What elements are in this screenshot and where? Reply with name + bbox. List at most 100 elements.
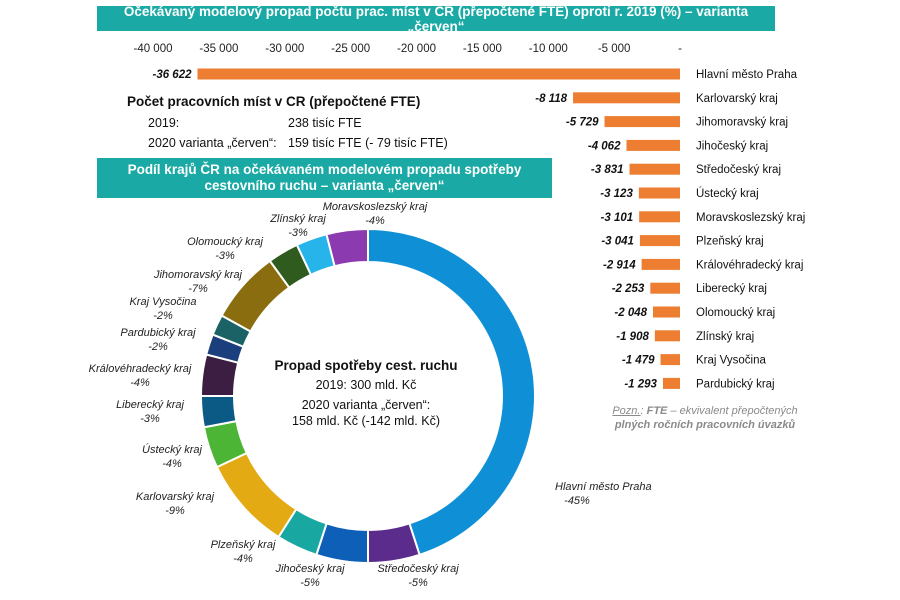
slice-name-label: Hlavní město Praha	[555, 481, 652, 493]
footnote-line2: plných ročních pracovních úvazků	[614, 419, 796, 431]
slice-name-label: Královéhradecký kraj	[89, 363, 192, 375]
bar	[639, 235, 680, 247]
slice-value-label: -2%	[148, 341, 168, 353]
slice-name-label: Zlínský kraj	[269, 213, 326, 225]
slice-name-label: Jihočeský kraj	[274, 563, 345, 575]
donut-center-line3: 158 mld. Kč (-142 mld. Kč)	[292, 414, 440, 428]
x-tick-label: -35 000	[199, 43, 238, 55]
bar-value-label: -36 622	[152, 69, 192, 81]
bar-category-label: Zlínský kraj	[696, 331, 754, 343]
info-box-title: Počet pracovních míst v CR (přepočtené F…	[127, 94, 421, 109]
x-tick-label: -40 000	[133, 43, 172, 55]
bar-value-label: -5 729	[566, 117, 599, 129]
bar	[662, 377, 680, 389]
slice-value-label: -3%	[215, 250, 235, 262]
bar-category-label: Kraj Vysočina	[696, 355, 766, 367]
bar-value-label: -4 062	[588, 140, 621, 152]
slice-value-label: -45%	[564, 495, 590, 507]
bar-value-label: -1 479	[622, 355, 655, 367]
donut-center-line2: 2020 varianta „červen“:	[301, 398, 431, 412]
footnote: Pozn.: FTE – ekvivalent přepočtených pln…	[600, 404, 810, 432]
footnote-term: FTE	[646, 405, 668, 417]
bar-value-label: -1 293	[624, 378, 657, 390]
slice-name-label: Plzeňský kraj	[211, 539, 276, 551]
x-tick-label: -5 000	[598, 43, 631, 55]
bar-category-label: Hlavní město Praha	[696, 69, 798, 81]
bar	[197, 68, 680, 80]
bar-value-label: -2 253	[612, 283, 645, 295]
bar-value-label: -8 118	[535, 93, 567, 105]
bar-category-label: Moravskoslezský kraj	[696, 212, 805, 224]
donut-chart-title: Podíl krajů ČR na očekávaném modelovém p…	[97, 158, 552, 198]
bar	[604, 116, 680, 128]
info-row1-label: 2019:	[148, 116, 180, 130]
bar-value-label: -3 101	[601, 212, 634, 224]
slice-name-label: Olomoucký kraj	[187, 236, 263, 248]
slice-value-label: -7%	[188, 283, 208, 295]
slice-value-label: -3%	[288, 227, 308, 239]
donut-slice	[199, 395, 238, 429]
slice-name-label: Středočeský kraj	[377, 563, 459, 575]
bar	[626, 139, 680, 151]
slice-name-label: Jihomoravský kraj	[153, 269, 243, 281]
bar	[654, 330, 680, 342]
footnote-text: – ekvivalent přepočtených	[667, 405, 798, 417]
slice-name-label: Ústecký kraj	[142, 443, 202, 456]
x-tick-label: -20 000	[397, 43, 436, 55]
bar-category-label: Liberecký kraj	[696, 283, 767, 295]
slice-name-label: Pardubický kraj	[120, 327, 196, 339]
bar	[573, 92, 680, 104]
donut-slice	[215, 451, 298, 539]
slice-value-label: -4%	[233, 553, 253, 565]
slice-value-label: -4%	[130, 377, 150, 389]
donut-center-line1: 2019: 300 mld. Kč	[315, 378, 417, 392]
bar	[629, 163, 680, 175]
slice-value-label: -5%	[408, 577, 428, 589]
bar-category-label: Jihomoravský kraj	[696, 117, 788, 129]
x-tick-label: -15 000	[463, 43, 502, 55]
slice-value-label: -3%	[140, 413, 160, 425]
x-tick-label: -30 000	[265, 43, 304, 55]
info-row1-value: 238 tisíc FTE	[288, 116, 362, 130]
bar-value-label: -1 908	[616, 331, 649, 343]
bar-value-label: -3 041	[601, 236, 634, 248]
bar-value-label: -2 914	[603, 259, 636, 271]
slice-name-label: Kraj Vysočina	[129, 296, 196, 308]
bar-category-label: Pardubický kraj	[696, 378, 775, 390]
bar-value-label: -3 123	[600, 188, 633, 200]
footnote-prefix: Pozn.	[612, 405, 641, 417]
footnote-sep: :	[640, 405, 647, 417]
x-tick-label: -25 000	[331, 43, 370, 55]
bar-category-label: Olomoucký kraj	[696, 307, 775, 319]
bar-category-label: Karlovarský kraj	[696, 93, 778, 105]
x-tick-label: -	[678, 43, 682, 55]
slice-value-label: -2%	[153, 310, 173, 322]
slice-value-label: -4%	[162, 458, 182, 470]
donut-slice	[325, 227, 369, 268]
bar-category-label: Ústecký kraj	[696, 187, 759, 200]
x-tick-label: -10 000	[529, 43, 568, 55]
bar	[641, 258, 680, 270]
bar-value-label: -2 048	[614, 307, 647, 319]
slice-value-label: -4%	[365, 215, 385, 227]
bar-category-label: Středočeský kraj	[696, 164, 781, 176]
info-row2-label: 2020 varianta „červen“:	[148, 136, 277, 150]
bar	[660, 354, 680, 366]
info-row2-value: 159 tisíc FTE (- 79 tisíc FTE)	[288, 136, 448, 150]
slice-value-label: -5%	[300, 577, 320, 589]
donut-center-title: Propad spotřeby cest. ruchu	[274, 358, 458, 373]
bar-category-label: Plzeňský kraj	[696, 236, 764, 248]
donut-slice	[367, 522, 421, 565]
bar-category-label: Královéhradecký kraj	[696, 259, 803, 271]
bar-value-label: -3 831	[591, 164, 624, 176]
bar-category-label: Jihočeský kraj	[696, 140, 768, 152]
slice-value-label: -9%	[165, 505, 185, 517]
bar	[638, 187, 680, 199]
slice-name-label: Karlovarský kraj	[136, 491, 215, 503]
slice-name-label: Moravskoslezský kraj	[323, 201, 428, 213]
bar	[639, 211, 680, 223]
bar-chart-title: Očekávaný modelový propad počtu prac. mí…	[97, 4, 775, 34]
bar	[650, 282, 680, 294]
